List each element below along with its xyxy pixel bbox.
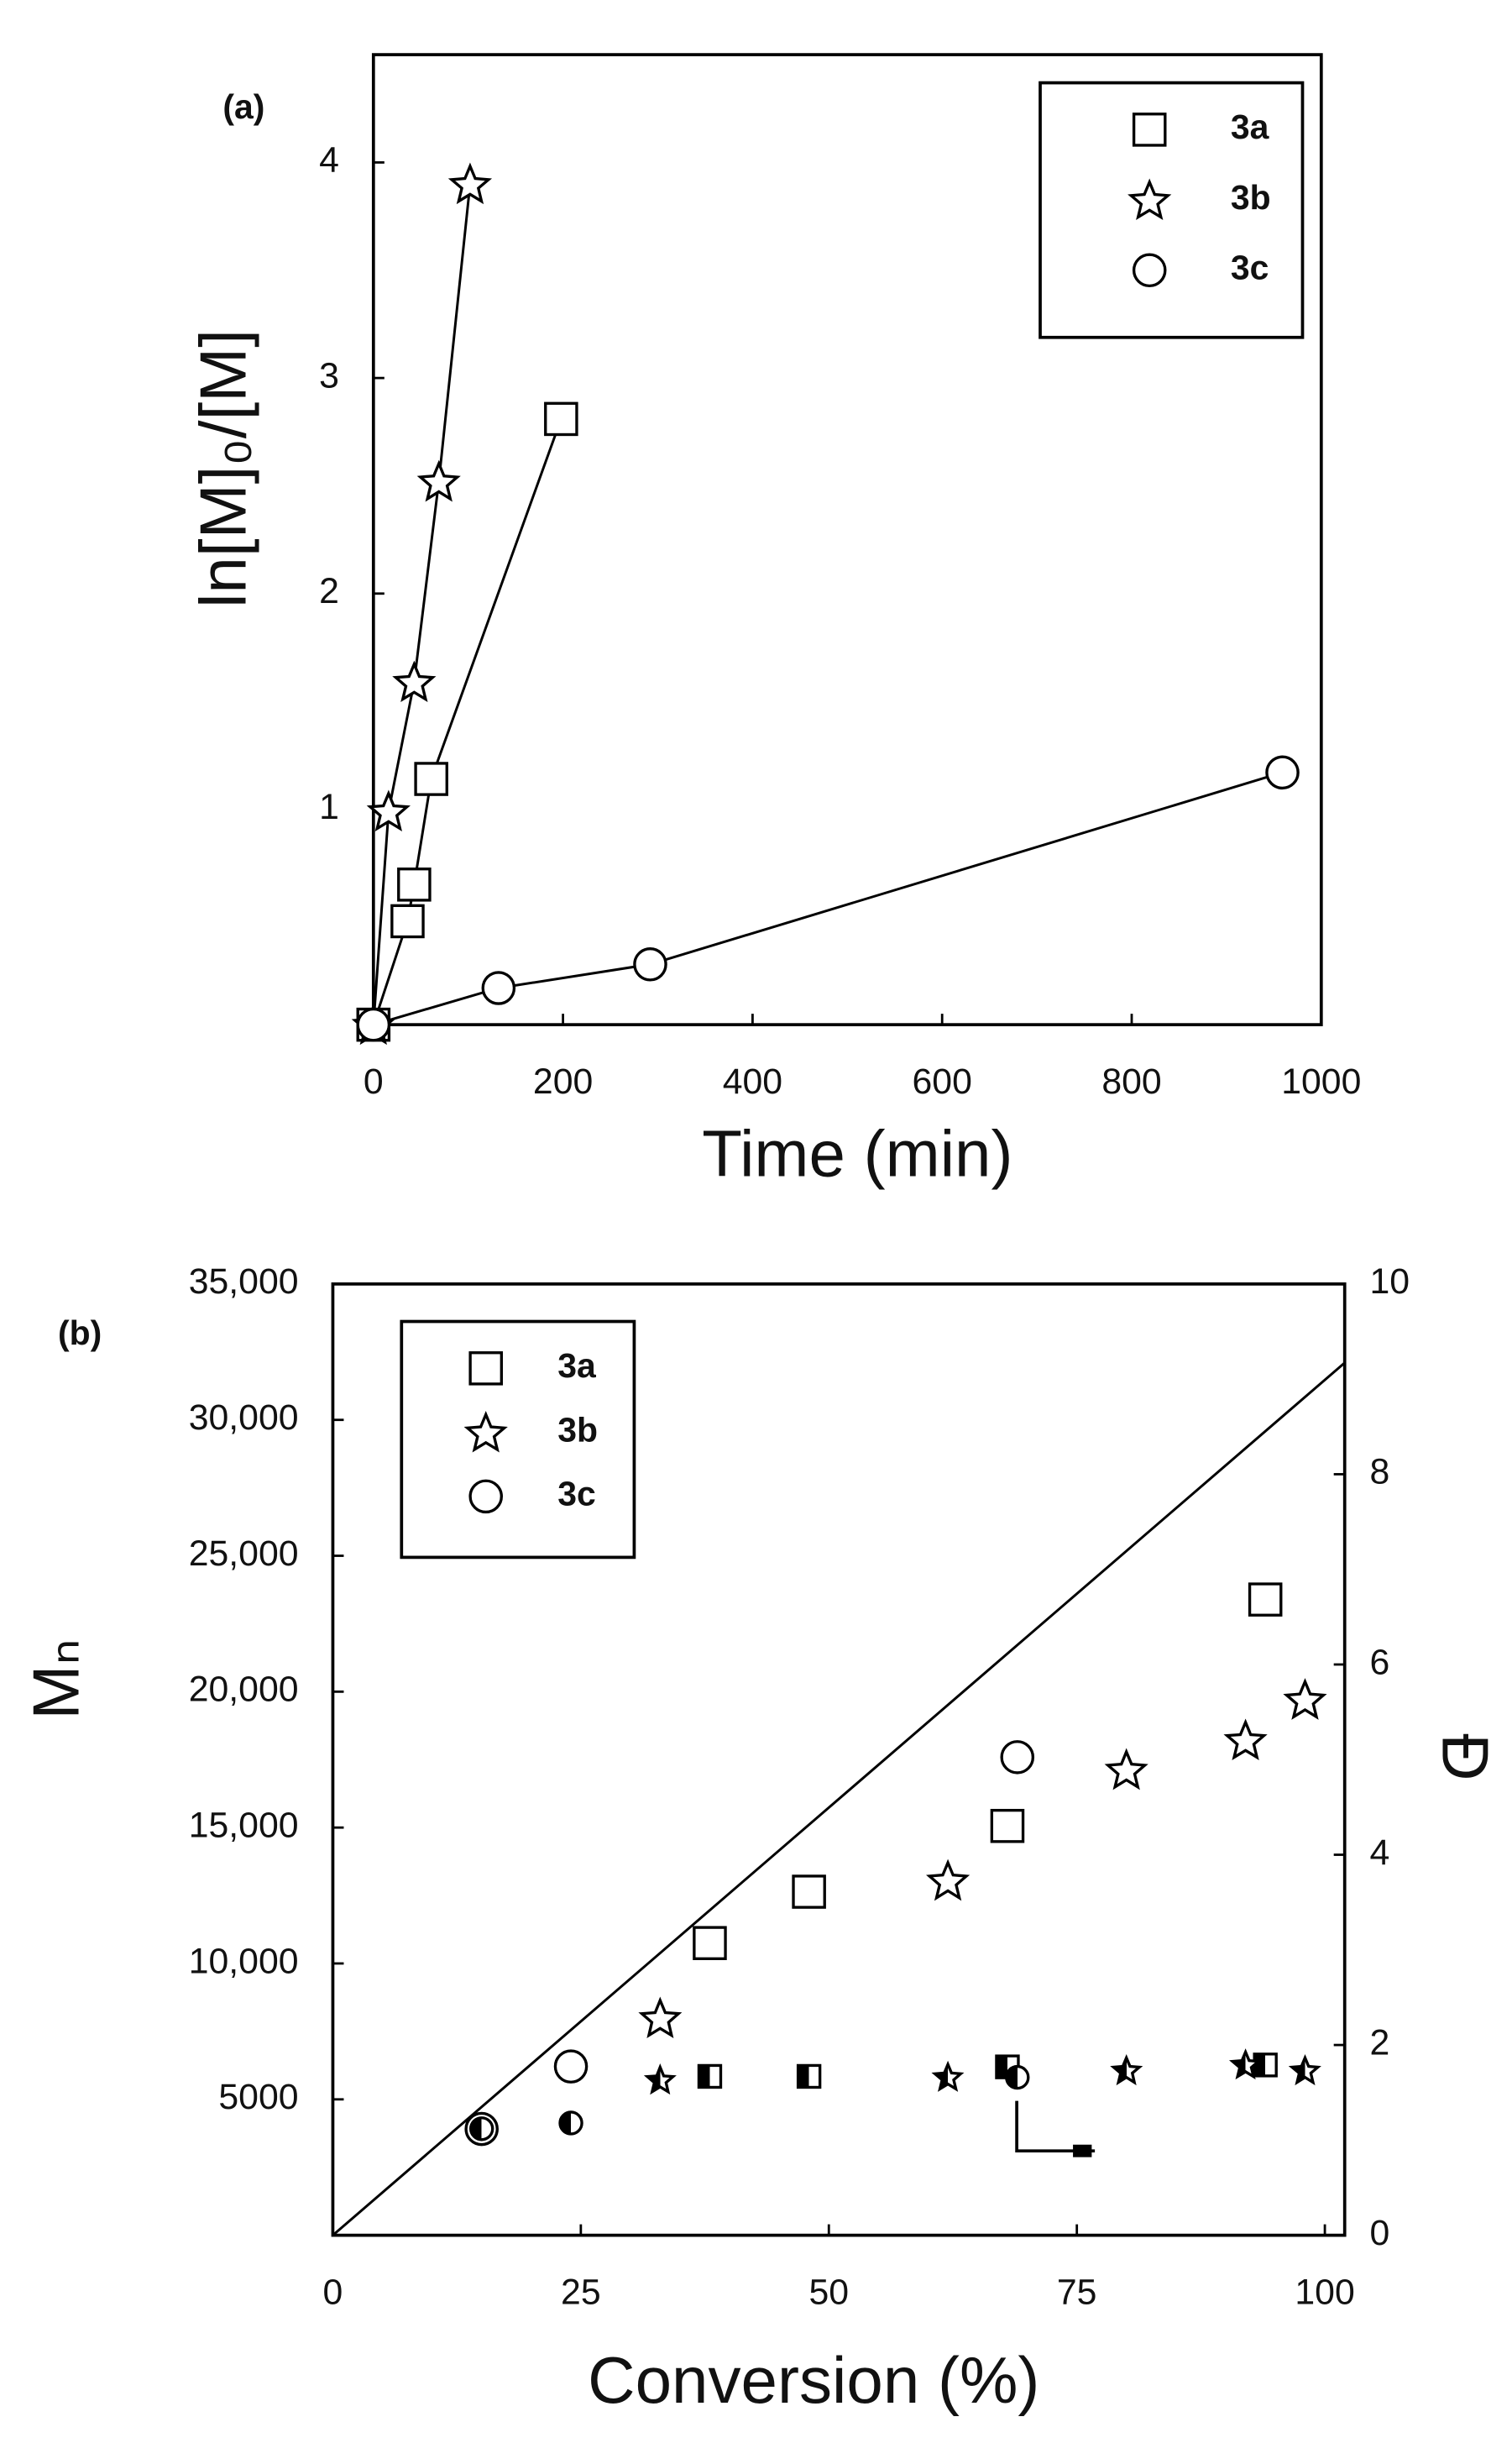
marker-star [926, 1858, 971, 1901]
x-axis-label: Conversion (%) [588, 2343, 1039, 2417]
panel-label: (a) [222, 87, 264, 126]
marker-star [1223, 1718, 1268, 1760]
marker-star [1110, 2053, 1143, 2086]
legend-label: 3c [557, 1475, 596, 1513]
marker-circle [1132, 253, 1167, 288]
marker-circle [356, 1007, 391, 1042]
marker-circle [553, 2049, 589, 2084]
y-tick-label: 35,000 [189, 1261, 299, 1302]
marker-circle [481, 971, 516, 1005]
marker-star [447, 162, 493, 205]
y-tick-label: 20,000 [189, 1670, 299, 1710]
y-axis-label: Mₙ [18, 1638, 92, 1719]
marker-star [931, 2060, 965, 2092]
marker-square [544, 401, 578, 437]
axis-arrow [1015, 2100, 1096, 2153]
y-tick-label: 30,000 [189, 1397, 299, 1438]
series-line [373, 771, 1283, 1026]
y2-tick-label: 4 [1369, 1832, 1389, 1873]
y-tick-label: 25,000 [189, 1533, 299, 1574]
marker-circle [1005, 2064, 1030, 2090]
marker-square [397, 868, 432, 902]
x-tick-label: 0 [323, 2273, 343, 2313]
plot-frame [331, 1282, 1347, 2237]
marker-star [416, 459, 461, 502]
y-tick-label: 5000 [218, 2077, 298, 2117]
legend-label: 3b [557, 1410, 598, 1449]
y2-tick-label: 6 [1369, 1642, 1389, 1682]
marker-circle [633, 947, 667, 982]
x-tick-label: 600 [913, 1062, 972, 1102]
marker-circle [468, 2116, 494, 2142]
y2-tick-label: 8 [1369, 1452, 1389, 1492]
x-tick-label: 800 [1101, 1062, 1161, 1102]
marker-square [1253, 2052, 1278, 2078]
marker-star [638, 1996, 683, 2039]
x-axis-label: Time (min) [702, 1117, 1012, 1191]
x-tick-label: 50 [808, 2273, 849, 2313]
marker-square [414, 762, 448, 796]
y2-axis-label: Đ [1429, 1733, 1503, 1780]
marker-star [1288, 2053, 1321, 2086]
y-tick-label: 1 [319, 787, 339, 827]
marker-star [1229, 2048, 1262, 2080]
y-tick-label: 15,000 [189, 1805, 299, 1845]
marker-square [390, 904, 425, 939]
x-tick-label: 200 [533, 1062, 593, 1102]
marker-star [366, 789, 411, 832]
marker-circle [1000, 1740, 1035, 1775]
marker-square [796, 2063, 822, 2089]
marker-star [463, 1411, 508, 1453]
marker-star [643, 2063, 677, 2095]
x-tick-label: 25 [561, 2273, 601, 2313]
legend-label: 3a [557, 1346, 597, 1385]
arrow-head [1073, 2144, 1092, 2157]
x-tick-label: 400 [723, 1062, 782, 1102]
marker-star [1127, 178, 1172, 221]
legend-label: 3c [1231, 249, 1269, 287]
legend-box [1039, 81, 1305, 339]
marker-square [1132, 113, 1167, 147]
marker-square [697, 2063, 723, 2089]
marker-square [1248, 1582, 1283, 1617]
series-line [332, 1361, 1346, 2236]
marker-square [990, 1808, 1025, 1843]
marker-square [792, 1874, 826, 1909]
y2-tick-label: 10 [1369, 1261, 1410, 1302]
y-tick-label: 3 [319, 355, 339, 396]
legend-box [400, 1319, 636, 1560]
marker-square [693, 1926, 727, 1960]
marker-star [1104, 1748, 1148, 1790]
marker-circle [558, 2110, 583, 2136]
y-tick-label: 2 [319, 571, 339, 611]
x-tick-label: 100 [1295, 2273, 1354, 2313]
legend-label: 3b [1231, 178, 1271, 217]
y-tick-label: 10,000 [189, 1941, 299, 1981]
y2-tick-label: 2 [1369, 2022, 1389, 2063]
marker-circle [468, 1479, 503, 1514]
marker-star [1283, 1678, 1327, 1720]
legend-label: 3a [1231, 107, 1270, 146]
marker-circle [1265, 755, 1300, 790]
y-axis-label: ln[M]₀/[M] [186, 329, 259, 608]
x-tick-label: 75 [1057, 2273, 1097, 2313]
x-tick-label: 1000 [1281, 1062, 1361, 1102]
panel-label: (b) [58, 1313, 102, 1352]
marker-square [468, 1351, 503, 1386]
y-tick-label: 4 [319, 140, 339, 181]
plot-frame [371, 53, 1323, 1027]
x-tick-label: 0 [364, 1062, 384, 1102]
marker-star [392, 660, 437, 703]
y2-tick-label: 0 [1369, 2213, 1389, 2253]
